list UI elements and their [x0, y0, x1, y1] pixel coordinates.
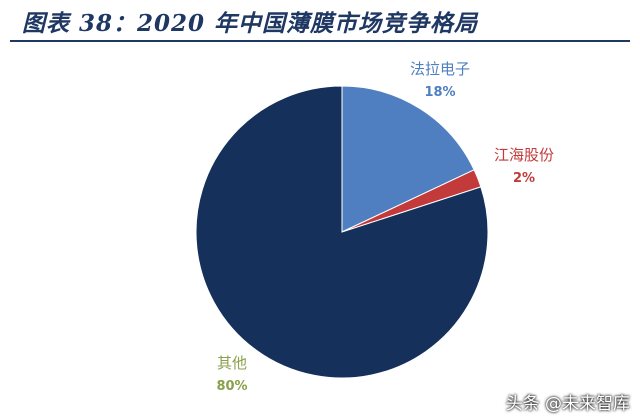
watermark: 头条 @未来智库 — [505, 394, 630, 414]
pie-slices — [195, 85, 489, 379]
slice-value-label-2: 2% — [513, 171, 535, 186]
slice-labels: 法拉电子 18% 江海股份 2% 其他 80% — [216, 60, 554, 394]
slice-value-label-1: 18% — [424, 85, 455, 100]
slice-value-label-3: 80% — [216, 379, 247, 394]
slice-name-label-2: 江海股份 — [494, 146, 554, 164]
chart-title: 图表 38：2020 年中国薄膜市场竞争格局 — [22, 10, 479, 37]
title-divider — [10, 40, 630, 42]
pie-slice-1 — [341, 85, 475, 233]
slice-name-label-3: 其他 — [217, 354, 247, 372]
pie-slice-3 — [195, 85, 489, 379]
slice-name-label-1: 法拉电子 — [410, 60, 470, 78]
